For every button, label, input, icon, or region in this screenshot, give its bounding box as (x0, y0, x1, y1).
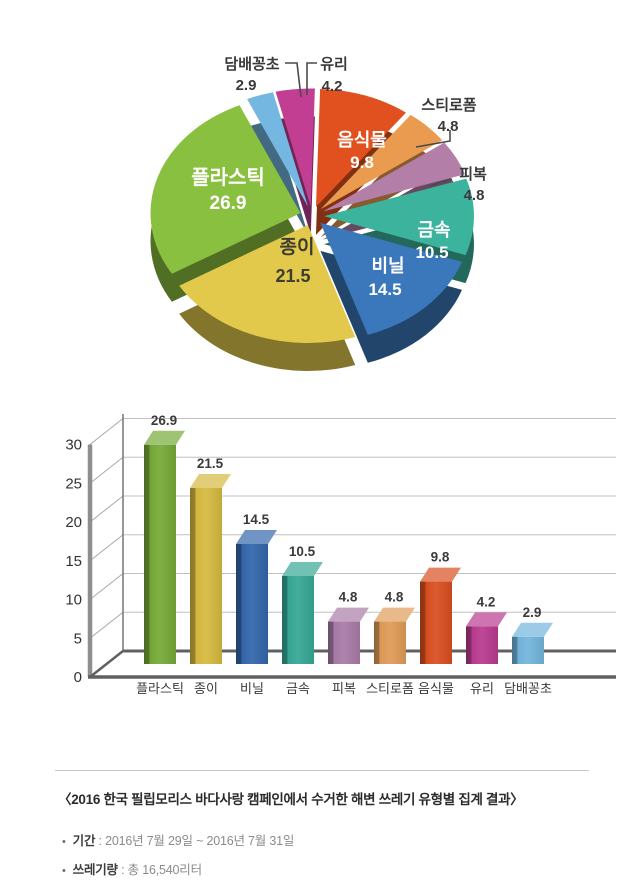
pie-value-5: 10.5 (415, 243, 448, 262)
pie-value-1: 4.2 (322, 78, 343, 95)
bar-3 (282, 562, 323, 664)
bar-4 (328, 607, 369, 664)
tick-diagonal-15 (89, 534, 124, 562)
bar-value-4: 4.8 (339, 590, 358, 605)
bar-value-5: 4.8 (385, 590, 404, 605)
bar-category-5: 스티로폼 (366, 681, 414, 696)
tick-diagonal-30 (89, 418, 124, 445)
chart-title: 〈2016 한국 필립모리스 바다사랑 캠페인에서 수거한 해변 쓰레기 유형별… (58, 792, 524, 807)
bar-7 (466, 612, 507, 664)
pie-value-6: 14.5 (368, 280, 401, 299)
bar-1 (190, 474, 231, 664)
tick-diagonal-20 (89, 495, 124, 523)
bullet-icon: • (62, 836, 66, 848)
bar-value-7: 4.2 (477, 594, 496, 609)
bar-6 (420, 567, 461, 664)
note-item: • 쓰레기량 : 총 16,540리터 (62, 859, 294, 878)
bar-value-0: 26.9 (151, 413, 177, 428)
bar-category-7: 유리 (470, 681, 494, 696)
pie-label-2: 음식물 (337, 130, 387, 150)
floor-corner-diagonal (89, 650, 124, 678)
bar-value-3: 10.5 (289, 544, 316, 559)
pie-value-7: 21.5 (275, 266, 310, 286)
pie-label-1: 유리 (320, 56, 348, 73)
y-tick-25: 25 (65, 475, 82, 492)
pie-value-2: 9.8 (350, 153, 374, 172)
bar-value-2: 14.5 (243, 512, 270, 527)
bar-category-1: 종이 (194, 681, 218, 696)
pie-label-5: 금속 (417, 220, 450, 240)
note-label: 기간 (72, 834, 96, 848)
pie-label-3: 스티로폼 (421, 97, 476, 114)
note-value: : 2016년 7월 29일 ~ 2016년 7월 31일 (95, 834, 295, 848)
pie-label-6: 비닐 (371, 256, 404, 276)
pie-chart-figure: 담배꽁초 2.9 유리 4.2 음식물 9.8 스티로폼 4.8 피복 4.8 금속 10.5 비닐 14… (0, 0, 619, 402)
leader-line-3 (415, 130, 451, 148)
y-tick-30: 30 (65, 437, 82, 454)
pie-slice-7 (179, 225, 356, 372)
tick-diagonal-25 (89, 456, 124, 484)
bar-chart-figure: 0 5 10 15 20 25 30 26.9 플라스틱 21.5 종이 14.5 비닐 10.5 금속 4.… (0, 402, 619, 702)
bar-value-8: 2.9 (523, 605, 542, 620)
tick-diagonal-5 (89, 611, 124, 639)
pie-slice-6 (320, 222, 462, 363)
leader-line-1 (306, 62, 317, 95)
pie-value-0: 2.9 (236, 77, 257, 94)
y-tick-10: 10 (65, 592, 82, 609)
y-tick-5: 5 (74, 630, 82, 647)
pie-label-0: 담배꽁초 (224, 55, 279, 73)
bar-value-1: 21.5 (197, 456, 224, 471)
y-tick-0: 0 (74, 669, 82, 686)
tick-diagonal-10 (89, 573, 124, 600)
bar-category-4: 피복 (332, 681, 356, 696)
leader-line-0 (285, 62, 302, 98)
bar-0 (144, 430, 185, 664)
notes-list: • 기간 : 2016년 7월 29일 ~ 2016년 7월 31일 • 쓰레기량 :… (62, 820, 294, 878)
bar-value-6: 9.8 (431, 550, 450, 565)
pie-value-3: 4.8 (438, 118, 459, 135)
pie-value-8: 26.9 (210, 193, 247, 214)
pie-label-8: 플라스틱 (191, 166, 265, 189)
y-tick-15: 15 (65, 553, 82, 570)
bullet-icon: • (62, 865, 66, 877)
bar-8 (512, 622, 553, 664)
pie-value-4: 4.8 (464, 187, 485, 204)
bar-2 (236, 530, 277, 664)
bar-category-0: 플라스틱 (136, 681, 184, 696)
leader-line-4 (429, 178, 453, 187)
note-label: 쓰레기량 (72, 863, 118, 877)
bar-category-6: 음식물 (418, 681, 454, 696)
y-tick-20: 20 (65, 514, 82, 531)
divider (55, 770, 589, 771)
pie-label-4: 피복 (459, 166, 487, 183)
bar-category-8: 담배꽁초 (504, 681, 552, 696)
bar-category-3: 금속 (286, 681, 310, 696)
pie-slice-8 (150, 105, 301, 302)
pie-label-7: 종이 (280, 236, 315, 258)
bar-5 (374, 607, 415, 664)
bar-category-2: 비닐 (240, 681, 264, 696)
note-item: • 기간 : 2016년 7월 29일 ~ 2016년 7월 31일 (62, 830, 294, 849)
note-value: : 총 16,540리터 (117, 863, 202, 877)
